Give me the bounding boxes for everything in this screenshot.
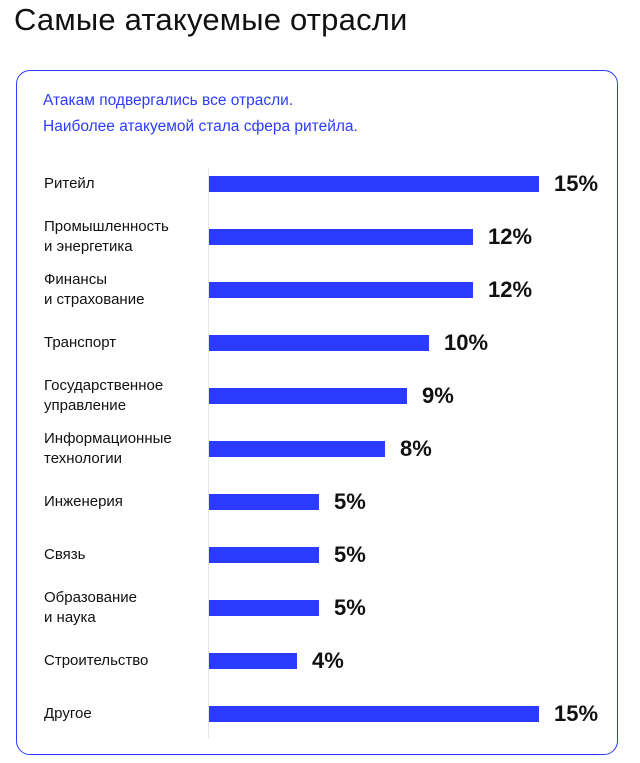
value-label: 9% xyxy=(422,383,454,408)
category-label-line: управление xyxy=(44,397,127,414)
bar xyxy=(209,494,319,510)
bar xyxy=(209,388,407,404)
category-label-line: Транспорт xyxy=(44,334,117,351)
chart-subtitle-line-2: Наиболее атакуемой стала сфера ритейла. xyxy=(43,118,358,135)
bar xyxy=(209,600,319,616)
value-label: 4% xyxy=(312,648,344,673)
bar xyxy=(209,706,539,722)
category-label: Строительство xyxy=(44,651,206,671)
chart-subtitle-line-1: Атакам подвергались все отрасли. xyxy=(43,92,294,109)
category-label-line: Информационные xyxy=(44,430,172,447)
bar xyxy=(209,441,385,457)
category-label-line: технологии xyxy=(44,450,123,467)
bar xyxy=(209,653,297,669)
value-label: 5% xyxy=(334,542,366,567)
category-label-line: Инженерия xyxy=(44,493,123,510)
category-label-line: Другое xyxy=(44,705,92,722)
category-label-line: и страхование xyxy=(44,291,145,308)
value-label: 10% xyxy=(444,330,489,355)
bar xyxy=(209,547,319,563)
category-label-line: Финансы xyxy=(44,271,107,288)
category-label-line: Ритейл xyxy=(44,175,95,192)
page-title: Самые атакуемые отрасли xyxy=(14,2,408,37)
category-label: Инженерия xyxy=(44,492,206,512)
value-label: 8% xyxy=(400,436,432,461)
value-label: 5% xyxy=(334,595,366,620)
category-label: Транспорт xyxy=(44,333,206,353)
category-label: Информационные технологии xyxy=(44,429,206,469)
category-label-line: Связь xyxy=(44,546,86,563)
chart-baseline xyxy=(208,168,209,738)
category-label: Другое xyxy=(44,704,206,724)
category-label: Связь xyxy=(44,545,206,565)
category-label-line: и энергетика xyxy=(44,238,133,255)
category-label: Промышленность и энергетика xyxy=(44,217,206,257)
bar xyxy=(209,176,539,192)
value-label: 5% xyxy=(334,489,366,514)
category-label: Финансы и страхование xyxy=(44,270,206,310)
chart-card xyxy=(16,70,618,755)
bar xyxy=(209,282,473,298)
value-label: 12% xyxy=(488,224,533,249)
category-label-line: Строительство xyxy=(44,652,149,669)
bar xyxy=(209,229,473,245)
category-label-line: и наука xyxy=(44,609,96,626)
value-label: 15% xyxy=(554,171,599,196)
category-label-line: Образование xyxy=(44,589,137,606)
bar xyxy=(209,335,429,351)
category-label: Образование и наука xyxy=(44,588,206,628)
category-label-line: Государственное xyxy=(44,377,164,394)
category-label: Государственное управление xyxy=(44,376,206,416)
category-label-line: Промышленность xyxy=(44,218,169,235)
value-label: 12% xyxy=(488,277,533,302)
value-label: 15% xyxy=(554,701,599,726)
category-label: Ритейл xyxy=(44,174,206,194)
